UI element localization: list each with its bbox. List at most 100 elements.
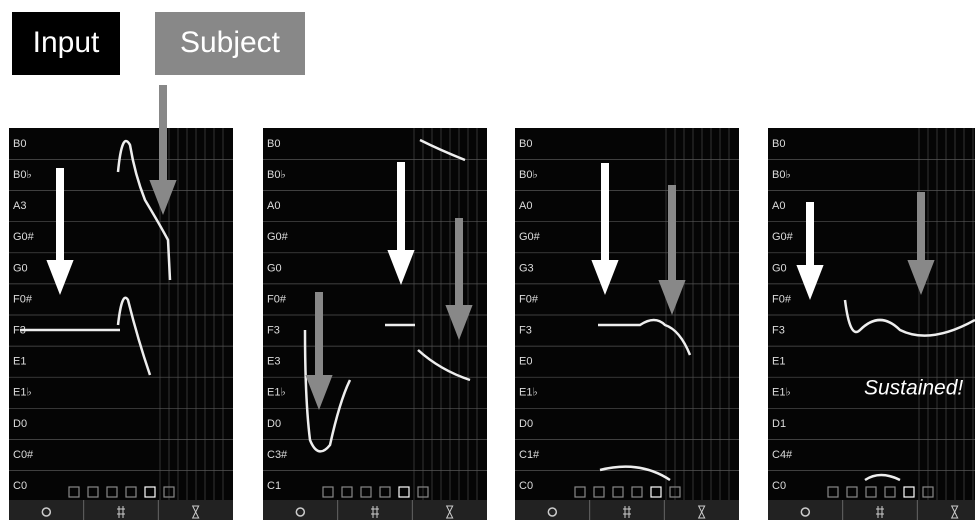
tuning-button[interactable]	[623, 506, 631, 518]
noise-streak	[972, 128, 974, 500]
arrow	[796, 202, 824, 300]
page-indicator	[903, 486, 915, 498]
note-label: C0	[13, 480, 27, 492]
note-label: B0♭	[13, 169, 32, 181]
settings-button[interactable]	[295, 507, 306, 517]
note-label: B0♭	[772, 169, 791, 181]
note-label: F3	[267, 325, 280, 337]
toolbar	[9, 500, 233, 520]
note-label: F0#	[13, 293, 33, 305]
subject-legend-box	[155, 12, 305, 75]
panel-background	[768, 128, 975, 500]
note-label: F0#	[267, 293, 287, 305]
page-indicator	[669, 486, 681, 498]
page-indicator	[922, 486, 934, 498]
tuning-button[interactable]	[876, 506, 884, 518]
page-indicator	[417, 486, 429, 498]
noise-streak	[422, 128, 424, 500]
noise-streak	[945, 128, 947, 500]
settings-button[interactable]	[800, 507, 811, 517]
noise-streak	[159, 128, 161, 500]
noise-streak	[710, 128, 712, 500]
noise-streak	[674, 128, 676, 500]
toolbar	[263, 500, 487, 520]
settings-button[interactable]	[547, 507, 558, 517]
note-label: G0	[13, 262, 28, 274]
note-label: G0#	[267, 231, 289, 243]
overlay: Sustained!	[46, 85, 963, 410]
note-label: E1♭	[267, 387, 286, 399]
panel-background	[9, 128, 233, 500]
toolbar	[515, 500, 739, 520]
noise-streak	[954, 128, 956, 500]
noise-streak	[692, 128, 694, 500]
noise-streak	[222, 128, 224, 500]
noise-streak	[683, 128, 685, 500]
note-label: B0	[267, 138, 280, 150]
pitch-trace	[843, 299, 975, 482]
noise-streak	[168, 128, 170, 500]
timer-button[interactable]	[191, 505, 200, 519]
note-label: A0	[267, 200, 280, 212]
note-label: D0	[267, 418, 281, 430]
page-indicator	[846, 486, 858, 498]
page-indicator	[574, 486, 586, 498]
pitch-trace	[20, 139, 172, 376]
note-label: F3	[519, 325, 532, 337]
noise-streak	[728, 128, 730, 500]
arrow	[149, 85, 177, 215]
noise-streak	[918, 128, 920, 500]
note-label: F3	[13, 325, 26, 337]
arrow	[305, 292, 333, 410]
note-label: C0	[772, 480, 786, 492]
note-label: E1	[772, 356, 785, 368]
note-label: G0	[772, 262, 787, 274]
note-label: C1	[267, 480, 281, 492]
arrow	[46, 168, 74, 295]
note-label: C1#	[519, 449, 540, 461]
note-label: G0#	[13, 231, 35, 243]
settings-button[interactable]	[41, 507, 52, 517]
note-label: D1	[772, 418, 786, 430]
pitch-trace	[598, 318, 692, 482]
note-label: B0	[772, 138, 785, 150]
note-label: F3	[772, 325, 785, 337]
noise-streak	[936, 128, 938, 500]
arrow	[591, 163, 619, 295]
page-indicator	[322, 486, 334, 498]
note-label: G3	[519, 262, 534, 274]
note-label: E1♭	[519, 387, 538, 399]
noise-streak	[195, 128, 197, 500]
page-indicator	[612, 486, 624, 498]
noise-streak	[476, 128, 478, 500]
noise-streak	[701, 128, 703, 500]
note-label: D0	[519, 418, 533, 430]
note-label: F0#	[519, 293, 539, 305]
pitch-trace	[303, 138, 471, 453]
page-indicator	[68, 486, 80, 498]
noise-streak	[213, 128, 215, 500]
note-label: A3	[13, 200, 26, 212]
arrow	[387, 162, 415, 285]
page-indicator	[884, 486, 896, 498]
arrow	[445, 218, 473, 340]
page-indicator	[341, 486, 353, 498]
note-label: B0	[13, 138, 26, 150]
note-label: E1	[13, 356, 26, 368]
timer-button[interactable]	[445, 505, 454, 519]
input-legend: Input	[33, 26, 100, 59]
tuning-button[interactable]	[371, 506, 379, 518]
page-indicator	[125, 486, 137, 498]
timer-button[interactable]	[950, 505, 959, 519]
input-legend-box	[12, 12, 120, 75]
note-label: E1♭	[13, 387, 32, 399]
noise-streak	[186, 128, 188, 500]
page-indicator	[87, 486, 99, 498]
noise-streak	[665, 128, 667, 500]
arrow	[907, 192, 935, 295]
note-label: G0#	[772, 231, 794, 243]
timer-button[interactable]	[697, 505, 706, 519]
tuning-button[interactable]	[117, 506, 125, 518]
note-label: C3#	[267, 449, 288, 461]
